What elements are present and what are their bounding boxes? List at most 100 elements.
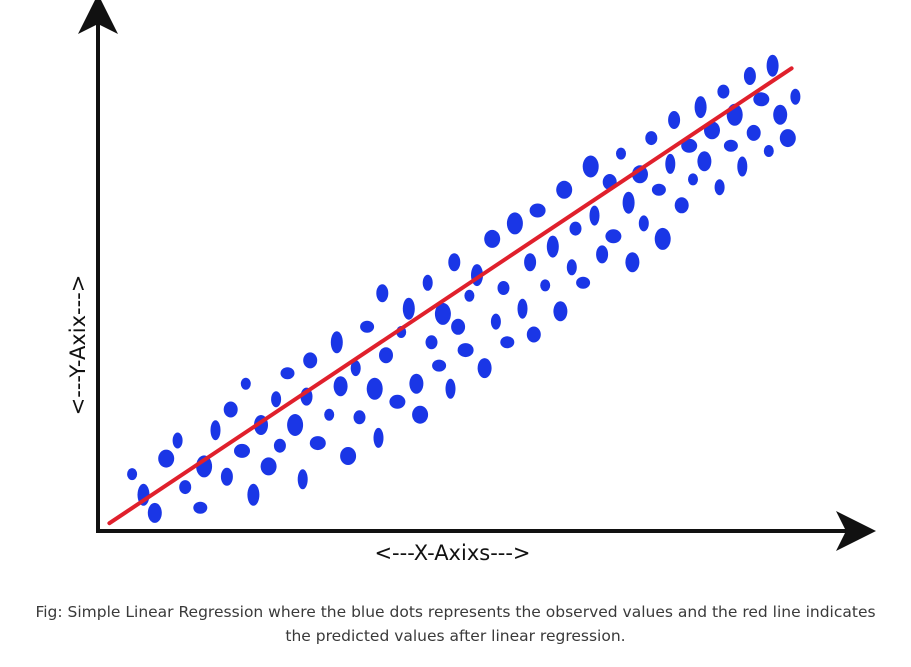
data-point <box>717 84 730 99</box>
data-point <box>697 151 712 172</box>
data-point <box>373 427 384 448</box>
data-point <box>651 183 666 196</box>
data-point <box>340 447 357 465</box>
data-point <box>546 235 559 258</box>
data-point <box>309 436 326 451</box>
data-point <box>389 394 406 409</box>
data-point <box>506 212 523 235</box>
data-point <box>240 377 251 390</box>
data-point <box>422 274 433 291</box>
data-points <box>127 54 801 523</box>
data-point <box>743 67 756 85</box>
data-point <box>179 480 192 495</box>
data-point <box>665 153 676 174</box>
data-point <box>753 92 770 107</box>
data-point <box>524 253 537 272</box>
data-point <box>457 343 474 358</box>
data-point <box>223 401 238 418</box>
data-point <box>556 180 573 199</box>
data-point <box>497 281 510 295</box>
data-point <box>737 156 748 177</box>
data-point <box>540 279 551 292</box>
data-point <box>464 289 475 302</box>
data-point <box>616 147 626 160</box>
data-point <box>688 173 698 186</box>
regression-line <box>107 66 794 526</box>
figure-caption: Fig: Simple Linear Regression where the … <box>0 600 911 648</box>
data-point <box>402 297 415 320</box>
data-point <box>654 227 671 250</box>
regression-line-group <box>107 66 794 526</box>
data-point <box>193 501 208 514</box>
data-point <box>366 377 383 400</box>
data-point <box>303 352 318 369</box>
data-point <box>566 259 577 276</box>
data-point <box>333 376 348 397</box>
data-point <box>434 302 451 325</box>
data-point <box>330 331 343 354</box>
data-point <box>674 197 689 214</box>
data-point <box>448 253 461 272</box>
data-point <box>158 449 175 468</box>
data-point <box>553 301 568 322</box>
data-point <box>500 336 515 349</box>
data-point <box>773 104 788 125</box>
data-point <box>477 358 492 379</box>
data-point <box>360 320 375 333</box>
data-point <box>271 391 282 408</box>
data-point <box>247 483 260 506</box>
caption-line-1: Fig: Simple Linear Regression where the … <box>35 603 876 621</box>
data-point <box>714 179 725 196</box>
data-point <box>324 408 335 421</box>
data-point <box>350 360 361 377</box>
data-point <box>297 469 308 490</box>
data-point <box>287 414 304 436</box>
data-point <box>596 245 609 264</box>
data-point <box>484 229 501 248</box>
data-point <box>273 438 286 453</box>
data-point <box>589 205 600 226</box>
data-point <box>432 359 447 372</box>
data-point <box>622 191 635 214</box>
caption-line-2: the predicted values after linear regres… <box>285 627 626 645</box>
data-point <box>526 326 541 343</box>
data-point <box>529 203 546 218</box>
data-point <box>779 129 796 148</box>
data-point <box>638 215 649 232</box>
data-point <box>147 502 162 523</box>
x-axis-title: <---X-Axixs---> <box>374 541 531 565</box>
data-point <box>210 420 221 441</box>
data-point <box>790 88 801 105</box>
data-point <box>723 139 738 152</box>
data-point <box>582 155 599 178</box>
data-point <box>412 405 429 424</box>
data-point <box>234 443 250 458</box>
data-point <box>490 313 501 330</box>
data-point <box>220 467 233 486</box>
data-point <box>376 284 389 303</box>
data-point <box>681 138 698 153</box>
data-point <box>409 373 424 394</box>
data-point <box>625 252 640 273</box>
data-point <box>280 367 295 380</box>
data-point <box>569 221 582 236</box>
data-point <box>445 378 456 399</box>
data-point <box>353 410 366 425</box>
data-point <box>766 54 779 77</box>
axes <box>78 0 876 551</box>
data-point <box>517 298 528 319</box>
data-point <box>451 318 466 335</box>
data-point <box>763 145 774 157</box>
data-point <box>746 124 761 141</box>
scatter-chart <box>78 0 876 551</box>
data-point <box>645 131 658 146</box>
data-point <box>605 229 622 244</box>
data-point <box>379 347 393 364</box>
y-axis-title: <---Y-Axix---> <box>66 274 90 416</box>
data-point <box>668 111 681 129</box>
data-point <box>172 432 183 449</box>
data-point <box>425 335 438 350</box>
data-point <box>694 96 707 119</box>
data-point <box>260 457 277 476</box>
